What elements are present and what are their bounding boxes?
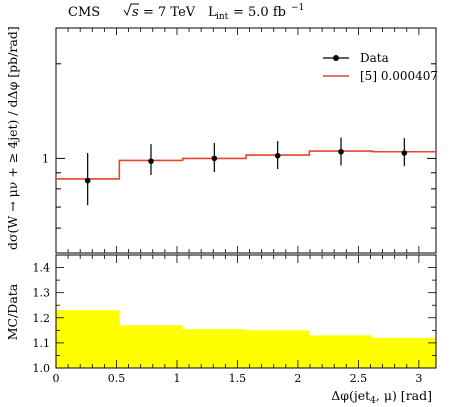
legend-data-marker — [333, 55, 339, 61]
data-point — [401, 150, 408, 156]
ratio-panel: 1.0 1.1 1.2 1.3 1.4 0 0.5 1 1.5 2 2.5 3 MC/Data Δφ… — [5, 254, 437, 406]
data-point — [338, 148, 344, 155]
x-tick-label: 1.5 — [229, 372, 247, 385]
svg-text:Δφ(jet4, μ) [rad]: Δφ(jet4, μ) [rad] — [331, 388, 432, 406]
data-point — [274, 152, 281, 159]
legend-prediction-label: [5] 0.000407 — [360, 69, 438, 83]
lumi-exponent: −1 — [291, 3, 304, 13]
lumi-subscript: int — [216, 12, 229, 22]
ratio-y-tick-label: 1.1 — [33, 337, 51, 350]
x-tick-label: 0 — [53, 372, 60, 385]
x-axis-label: Δφ(jet4, μ) [rad] — [331, 388, 432, 406]
main-panel: 1 dσ(W → μν + ≥ 4jet) / dΔφ [pb/rad] Dat… — [5, 26, 438, 254]
legend: Data [5] 0.000407 — [323, 51, 438, 83]
sqrt-s-symbol: s — [132, 5, 139, 20]
x-tick-label: 2.5 — [350, 372, 368, 385]
energy-label: s = 7 TeV — [123, 3, 196, 20]
x-tick-label: 1 — [173, 372, 180, 385]
ratio-y-tick-label: 1.4 — [33, 262, 51, 275]
prediction-step — [56, 150, 436, 180]
x-tick-label: 0.5 — [108, 372, 126, 385]
ratio-y-tick-label: 1.2 — [33, 312, 51, 325]
main-y-axis-label: dσ(W → μν + ≥ 4jet) / dΔφ [pb/rad] — [5, 26, 20, 250]
x-tick-label: 2 — [294, 372, 301, 385]
x-tick-label: 3 — [415, 372, 422, 385]
main-ticks — [55, 28, 436, 254]
ratio-fill-area — [56, 310, 436, 368]
data-points — [84, 137, 408, 206]
legend-data-label: Data — [360, 51, 389, 65]
main-y-tick-label: 1 — [42, 152, 49, 165]
ratio-plot-frame — [55, 254, 437, 369]
ratio-y-axis-label: MC/Data — [5, 283, 20, 340]
main-y-tick-labels: 1 — [42, 152, 49, 165]
lumi-value: = 5.0 fb — [233, 5, 286, 20]
lumi-symbol: L — [208, 5, 217, 20]
sqrt-sign — [123, 3, 139, 17]
x-tick-labels: 0 0.5 1 1.5 2 2.5 3 — [53, 372, 423, 385]
ratio-ticks — [55, 254, 436, 369]
x-axis-label-subscript: 4 — [370, 396, 376, 406]
data-point — [148, 158, 154, 164]
energy-value: = 7 TeV — [143, 5, 196, 20]
ratio-y-tick-label: 1.0 — [33, 362, 51, 375]
x-axis-label-main: Δφ(jet — [331, 388, 370, 403]
ratio-band — [56, 310, 436, 368]
main-plot-frame — [55, 27, 437, 254]
ratio-y-tick-label: 1.3 — [33, 287, 51, 300]
data-point — [84, 177, 91, 184]
data-point — [211, 155, 218, 162]
x-axis-label-rest: , μ) [rad] — [376, 388, 432, 403]
lumi-label: L int = 5.0 fb −1 — [208, 3, 304, 22]
ratio-y-tick-labels: 1.0 1.1 1.2 1.3 1.4 — [33, 262, 51, 375]
prediction-step-line — [56, 150, 436, 180]
experiment-label: CMS — [68, 5, 100, 20]
